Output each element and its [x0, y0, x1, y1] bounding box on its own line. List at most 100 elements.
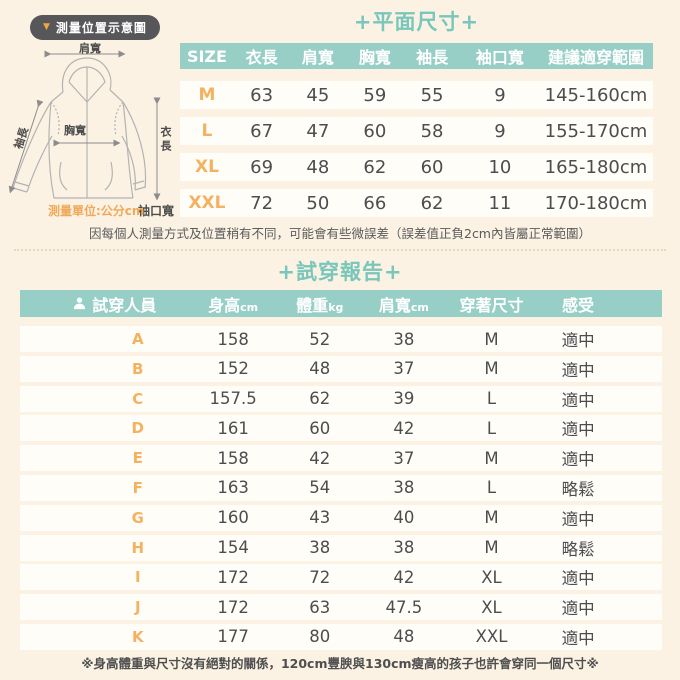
shoulder-value: 42	[393, 418, 415, 438]
fit-report-row: G 160 43 40 M 適中	[20, 504, 662, 531]
fit-report-row: H 154 38 38 M 略鬆	[20, 534, 662, 561]
worn-size-value: M	[484, 329, 499, 349]
fit-range-value: 165-180cm	[544, 156, 648, 178]
size-table-row: L 67 47 60 58 9 155-170cm	[180, 117, 653, 145]
length-value: 72	[250, 192, 274, 214]
feel-value: 適中	[561, 509, 595, 529]
weight-value: 60	[309, 418, 331, 438]
shoulder-value: 42	[393, 567, 415, 587]
weight-value: 72	[309, 567, 331, 587]
feel-value: 適中	[561, 390, 595, 410]
badge-label: 測量位置示意圖	[55, 21, 147, 35]
height-value: 160	[217, 508, 249, 528]
height-value: 163	[217, 478, 249, 498]
person-id: G	[131, 508, 144, 527]
weight-value: 48	[309, 359, 331, 379]
shoulder-value: 45	[306, 84, 330, 106]
worn-size-value: L	[486, 389, 497, 409]
size-table-row: XL 69 48 62 60 10 165-180cm	[180, 153, 653, 181]
col-shoulder: 肩寬	[301, 48, 334, 67]
worn-size-value: XL	[481, 597, 502, 617]
height-value: 177	[217, 627, 249, 647]
size-table-header: SIZE 衣長 肩寬 胸寬 袖長 袖口寬 建議適穿範圍	[180, 43, 653, 69]
person-id: J	[134, 598, 141, 617]
weight-value: 80	[309, 627, 331, 647]
weight-value: 62	[309, 389, 331, 409]
worn-size-value: M	[484, 359, 499, 379]
worn-size-value: XXL	[475, 627, 508, 647]
feel-value: 適中	[561, 569, 595, 589]
cuff-value: 9	[494, 84, 506, 106]
height-value: 154	[217, 538, 249, 558]
cuff-value: 9	[494, 120, 506, 142]
sleeve-value: 60	[420, 156, 444, 178]
dotted-divider	[14, 249, 666, 251]
feel-value: 適中	[561, 628, 595, 648]
shoulder-value: 47.5	[385, 597, 423, 617]
size-label: XL	[194, 157, 219, 177]
size-table-row: XXL 72 50 66 62 11 170-180cm	[180, 189, 653, 217]
feel-value: 適中	[561, 360, 595, 380]
feel-value: 適中	[561, 450, 595, 470]
measure-arrows	[8, 50, 161, 201]
weight-value: 42	[309, 448, 331, 468]
bottom-footnote: ※身高體重與尺寸沒有絕對的關係，120cm豐腴與130cm瘦高的孩子也許會穿同一…	[81, 656, 599, 671]
chest-value: 66	[363, 192, 387, 214]
fit-report-row: F 163 54 38 L 略鬆	[20, 474, 662, 501]
shoulder-value: 47	[306, 120, 330, 142]
fit-report-row: A 158 52 38 M 適中	[20, 326, 662, 352]
fit-report-header: 試穿人員 身高 cm 體重 kg 肩寬 cm 穿著尺寸 感受	[20, 290, 662, 317]
tolerance-note: 因每個人測量方式及位置稍有不同，可能會有些微誤差（誤差值正負2cm內皆屬正常範圍…	[88, 226, 591, 241]
fit-report-table: 試穿人員 身高 cm 體重 kg 肩寬 cm 穿著尺寸 感受 A 158 52 38 …	[20, 290, 662, 654]
worn-size-value: L	[486, 478, 497, 498]
person-id: E	[132, 449, 143, 468]
garment-length-label: 衣長	[159, 126, 172, 154]
size-table-rows: M 63 45 59 55 9 145-160cm L 67 47 60 58 …	[180, 81, 653, 217]
weight-value: 63	[309, 597, 331, 617]
fit-report-title: +試穿報告+	[277, 260, 403, 284]
shoulder-value: 38	[393, 478, 415, 498]
shoulder-value: 37	[393, 359, 415, 379]
col-size: SIZE	[186, 46, 227, 66]
size-label: M	[198, 85, 216, 105]
col-cuff: 袖口寬	[475, 48, 524, 67]
person-id: I	[134, 568, 141, 587]
sleeve-value: 58	[420, 120, 444, 142]
length-value: 63	[250, 84, 274, 106]
chest-value: 62	[363, 156, 387, 178]
cuff-value: 11	[488, 192, 512, 214]
shoulder-value: 50	[306, 192, 330, 214]
person-id: K	[131, 627, 144, 646]
fit-report-row: C 157.5 62 39 L 適中	[20, 385, 662, 412]
fit-range-value: 145-160cm	[544, 84, 648, 106]
person-id: H	[131, 538, 145, 557]
shoulder-value: 38	[393, 538, 415, 558]
col-height: 身高 cm	[208, 295, 259, 315]
person-id: C	[132, 389, 144, 408]
length-value: 69	[250, 156, 274, 178]
size-label: L	[201, 121, 213, 141]
fit-report-row: I 172 72 42 XL 適中	[20, 564, 662, 591]
height-value: 158	[217, 329, 249, 349]
fit-report-row: E 158 42 37 M 適中	[20, 445, 662, 472]
height-value: 158	[217, 448, 249, 468]
person-icon	[74, 297, 86, 310]
weight-value: 54	[309, 478, 331, 498]
shoulder-width-label: 肩寬	[79, 42, 101, 55]
feel-value: 適中	[561, 599, 595, 619]
jacket-diagram	[8, 50, 161, 201]
size-table: SIZE 衣長 肩寬 胸寬 袖長 袖口寬 建議適穿範圍 M 63 45 59 5…	[180, 43, 653, 225]
weight-value: 38	[309, 538, 331, 558]
feel-value: 適中	[561, 331, 595, 350]
col-shoulder: 肩寬 cm	[378, 295, 429, 315]
fit-report-row: K 177 80 48 XXL 適中	[20, 623, 662, 650]
worn-size-value: M	[484, 508, 499, 528]
height-value: 152	[217, 359, 249, 379]
height-value: 161	[217, 418, 249, 438]
fit-report-row: B 152 48 37 M 適中	[20, 355, 662, 382]
shoulder-value: 48	[306, 156, 330, 178]
fit-range-value: 170-180cm	[544, 192, 648, 214]
col-chest: 胸寬	[358, 48, 391, 67]
worn-size-value: M	[484, 538, 499, 558]
fit-report-row: D 161 60 42 L 適中	[20, 415, 662, 442]
